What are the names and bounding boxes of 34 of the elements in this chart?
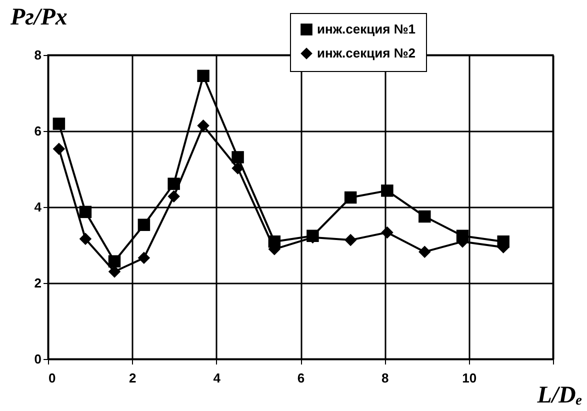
point xyxy=(138,218,150,231)
point xyxy=(79,232,92,246)
point xyxy=(418,210,431,223)
y-tick-label: 0 xyxy=(34,352,42,366)
legend-label: инж.секция №1 xyxy=(317,22,416,36)
x-tick-label: 0 xyxy=(48,370,56,386)
point xyxy=(79,206,92,218)
point xyxy=(232,162,244,174)
y-tick-label: 2 xyxy=(34,276,42,290)
x-tick-label: 4 xyxy=(213,370,222,386)
y-axis-title: Pг/Pх xyxy=(10,4,68,30)
point xyxy=(418,246,431,258)
x-tick-label: 2 xyxy=(129,370,136,386)
point xyxy=(52,142,66,155)
y-tick-label: 6 xyxy=(34,124,42,138)
point xyxy=(168,178,180,190)
y-tick-label: 4 xyxy=(34,200,42,214)
point xyxy=(344,191,357,204)
point xyxy=(381,184,394,197)
x-tick-label: 6 xyxy=(297,370,305,386)
y-tick-label: 8 xyxy=(34,48,42,62)
point xyxy=(168,190,180,202)
point xyxy=(197,70,210,82)
point xyxy=(52,118,66,130)
point xyxy=(232,151,244,164)
x-tick-label: 10 xyxy=(462,370,477,386)
point xyxy=(381,226,394,239)
legend-label: инж.секция №2 xyxy=(317,46,416,60)
point xyxy=(108,255,121,268)
point xyxy=(344,234,357,246)
point xyxy=(197,120,210,132)
x-tick-label: 8 xyxy=(382,370,389,386)
x-axis-title: L/Dₑ xyxy=(536,382,582,408)
point xyxy=(138,252,150,264)
